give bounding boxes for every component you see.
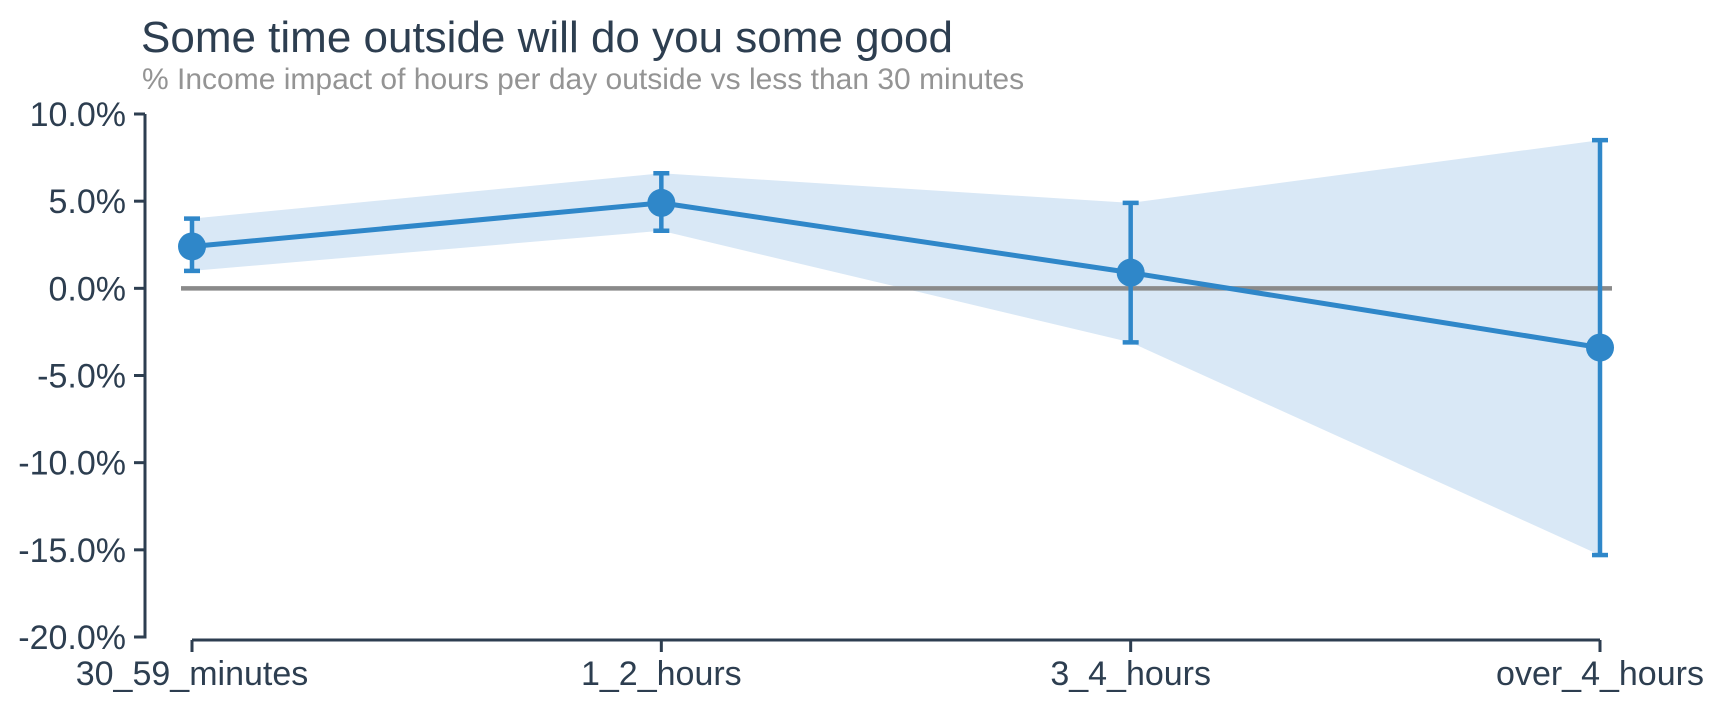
data-point-marker [1586,333,1614,362]
y-tick-label: 0.0% [49,270,127,308]
x-tick-label: 1_2_hours [581,655,742,693]
x-tick-label: 3_4_hours [1050,655,1211,693]
y-tick-label: -5.0% [37,358,126,396]
chart-subtitle: % Income impact of hours per day outside… [142,63,1025,96]
chart-title: Some time outside will do you some good [141,13,953,62]
y-tick-label: -15.0% [18,532,126,570]
y-tick-label: -10.0% [18,445,126,483]
confidence-band [192,140,1600,556]
data-point-marker [1116,258,1145,287]
x-tick-label: over_4_hours [1496,655,1704,693]
data-point-marker [647,188,676,217]
y-tick-label: 5.0% [49,183,127,221]
x-tick-label: 30_59_minutes [76,655,309,693]
y-tick-label: 10.0% [30,96,126,134]
y-tick-label: -20.0% [18,619,126,657]
data-point-marker [178,232,206,261]
trend-line [191,200,1601,351]
